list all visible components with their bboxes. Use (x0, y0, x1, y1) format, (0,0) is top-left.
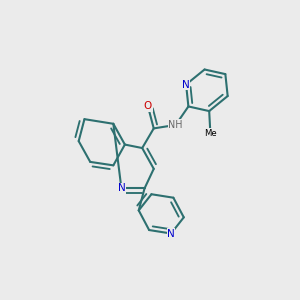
Text: N: N (182, 80, 190, 89)
Text: O: O (144, 101, 152, 112)
Text: Me: Me (204, 128, 217, 137)
Text: NH: NH (168, 120, 183, 130)
Text: N: N (118, 184, 125, 194)
Text: N: N (167, 229, 175, 238)
